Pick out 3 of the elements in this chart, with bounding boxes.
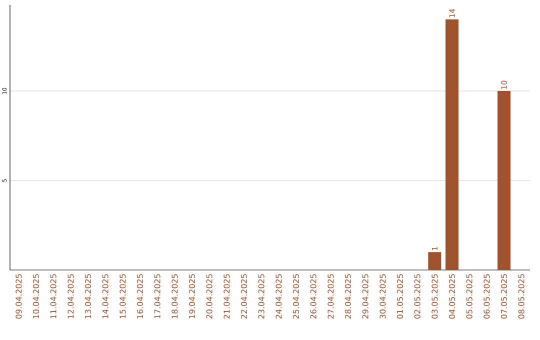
bar (428, 252, 442, 270)
bar (498, 90, 511, 270)
bar (446, 19, 459, 270)
